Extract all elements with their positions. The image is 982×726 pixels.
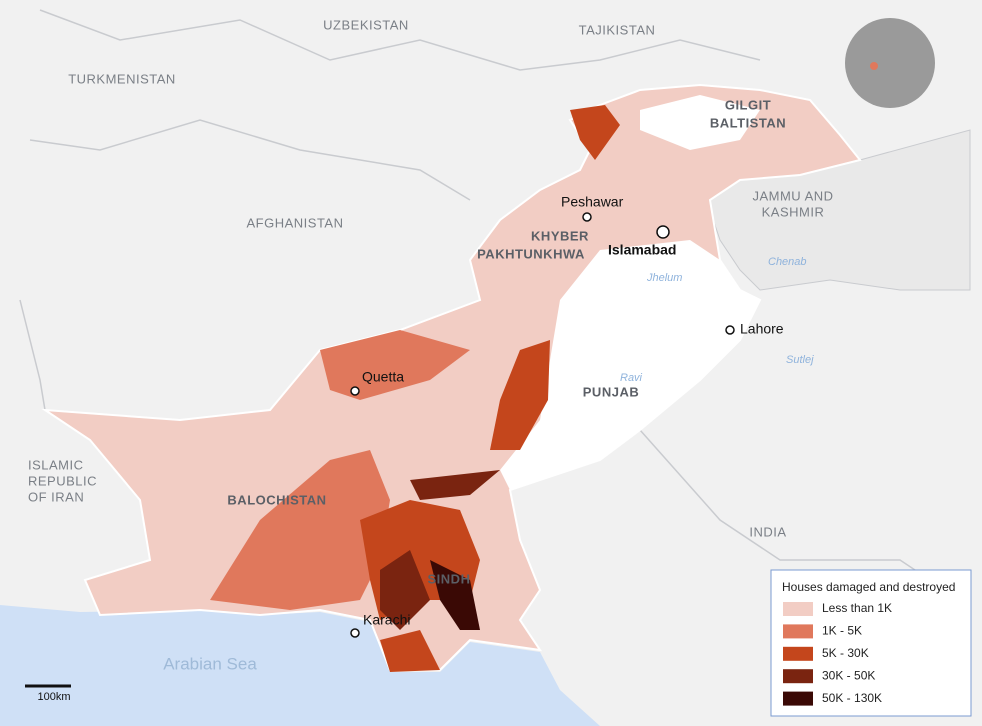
district bbox=[380, 630, 440, 672]
region-label: JAMMU AND bbox=[752, 188, 833, 203]
region-label: BALTISTAN bbox=[710, 115, 786, 130]
city-label: Karachi bbox=[363, 612, 410, 628]
region-label: PUNJAB bbox=[583, 384, 639, 399]
globe-highlight bbox=[870, 62, 878, 70]
legend-swatch bbox=[783, 624, 813, 639]
district bbox=[430, 560, 480, 630]
city-marker bbox=[582, 212, 592, 222]
no-data-area bbox=[640, 95, 760, 150]
country-label: UZBEKISTAN bbox=[323, 17, 409, 32]
river-label: Sutlej bbox=[786, 354, 814, 366]
city-marker bbox=[350, 386, 360, 396]
scale-label: 100km bbox=[37, 691, 70, 703]
river-label: Chenab bbox=[768, 256, 807, 268]
legend-label: Less than 1K bbox=[822, 601, 892, 615]
district bbox=[410, 470, 500, 500]
legend-swatch bbox=[783, 691, 813, 706]
city-label: Peshawar bbox=[561, 194, 624, 210]
country-label: TURKMENISTAN bbox=[68, 71, 176, 86]
district bbox=[380, 550, 430, 630]
legend-swatch bbox=[783, 602, 813, 616]
legend-label: 50K - 130K bbox=[822, 691, 882, 705]
region-label: GILGIT bbox=[725, 97, 771, 112]
city-label: Lahore bbox=[740, 321, 784, 337]
borders bbox=[19, 9, 961, 601]
country-label: OF IRAN bbox=[28, 489, 84, 504]
sea-label: Arabian Sea bbox=[163, 654, 257, 673]
sea bbox=[0, 605, 600, 726]
district bbox=[490, 340, 550, 450]
country-label: REPUBLIC bbox=[28, 473, 97, 488]
legend-swatch bbox=[783, 669, 813, 684]
district bbox=[210, 450, 390, 610]
region-label: SINDH bbox=[428, 571, 471, 586]
region-label: KASHMIR bbox=[762, 204, 825, 219]
legend: Houses damaged and destroyed Less than 1… bbox=[770, 569, 972, 717]
disputed-area bbox=[699, 129, 971, 291]
region-label: KHYBER bbox=[531, 228, 589, 243]
country-label: INDIA bbox=[749, 524, 786, 539]
legend-title: Houses damaged and destroyed bbox=[782, 580, 955, 594]
district bbox=[320, 330, 470, 400]
city-label: Quetta bbox=[362, 369, 404, 385]
city-marker bbox=[725, 325, 735, 335]
legend-label: 1K - 5K bbox=[822, 624, 862, 638]
region-label: PAKHTUNKHWA bbox=[477, 246, 585, 261]
legend-label: 5K - 30K bbox=[822, 646, 869, 660]
city-marker bbox=[350, 628, 360, 638]
country-label: ISLAMIC bbox=[28, 457, 84, 472]
punjab-area bbox=[500, 240, 760, 490]
region-label: BALOCHISTAN bbox=[227, 492, 326, 507]
country-label: TAJIKISTAN bbox=[579, 22, 656, 37]
legend-swatch bbox=[783, 646, 813, 661]
city-label: Islamabad bbox=[608, 242, 676, 258]
capital-marker bbox=[656, 225, 670, 239]
river-label: Ravi bbox=[620, 372, 643, 384]
country-label: AFGHANISTAN bbox=[247, 215, 344, 230]
globe bbox=[845, 18, 935, 108]
river-label: Jhelum bbox=[646, 272, 682, 284]
district bbox=[570, 105, 620, 160]
legend-label: 30K - 50K bbox=[822, 668, 875, 682]
